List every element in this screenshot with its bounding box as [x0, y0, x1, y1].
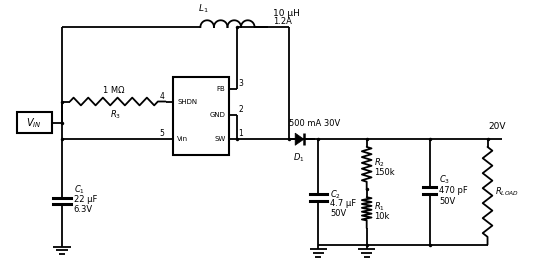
Text: 50V: 50V	[439, 196, 456, 206]
Text: $R_{LOAD}$: $R_{LOAD}$	[495, 186, 519, 198]
Text: $D_1$: $D_1$	[293, 152, 305, 164]
Text: 10 μH: 10 μH	[273, 9, 300, 18]
Text: SHDN: SHDN	[177, 98, 197, 104]
Text: $R_3$: $R_3$	[110, 108, 121, 121]
Text: FB: FB	[217, 86, 226, 92]
Polygon shape	[295, 133, 304, 145]
Text: 10k: 10k	[374, 212, 390, 221]
Text: 6.3V: 6.3V	[74, 205, 93, 214]
Text: 22 μF: 22 μF	[74, 195, 97, 204]
Text: $C_1$: $C_1$	[74, 183, 85, 196]
Text: Vin: Vin	[177, 136, 188, 142]
Text: 4.7 μF: 4.7 μF	[330, 199, 356, 209]
Text: 4: 4	[160, 92, 164, 101]
Text: 1: 1	[238, 129, 243, 138]
Bar	[17, 112, 51, 133]
Text: 150k: 150k	[374, 168, 395, 176]
Text: 1 MΩ: 1 MΩ	[103, 86, 124, 95]
Text: 500 mA 30V: 500 mA 30V	[289, 119, 341, 128]
Text: 1.2A: 1.2A	[273, 17, 292, 26]
Text: 470 pF: 470 pF	[439, 186, 468, 195]
Text: $R_1$: $R_1$	[374, 201, 385, 213]
Text: $C_2$: $C_2$	[330, 188, 341, 201]
Text: 2: 2	[238, 105, 243, 114]
Text: $V_{IN}$: $V_{IN}$	[27, 116, 42, 130]
Text: 3: 3	[238, 79, 243, 88]
Text: SW: SW	[214, 136, 226, 142]
Text: $R_2$: $R_2$	[374, 156, 385, 169]
Text: 5: 5	[160, 129, 164, 138]
Text: GND: GND	[210, 112, 226, 118]
Text: $L_1$: $L_1$	[199, 3, 209, 15]
Bar	[173, 77, 229, 155]
Text: 50V: 50V	[330, 209, 346, 218]
Text: $C_3$: $C_3$	[439, 173, 450, 186]
Text: 20V: 20V	[489, 122, 506, 132]
